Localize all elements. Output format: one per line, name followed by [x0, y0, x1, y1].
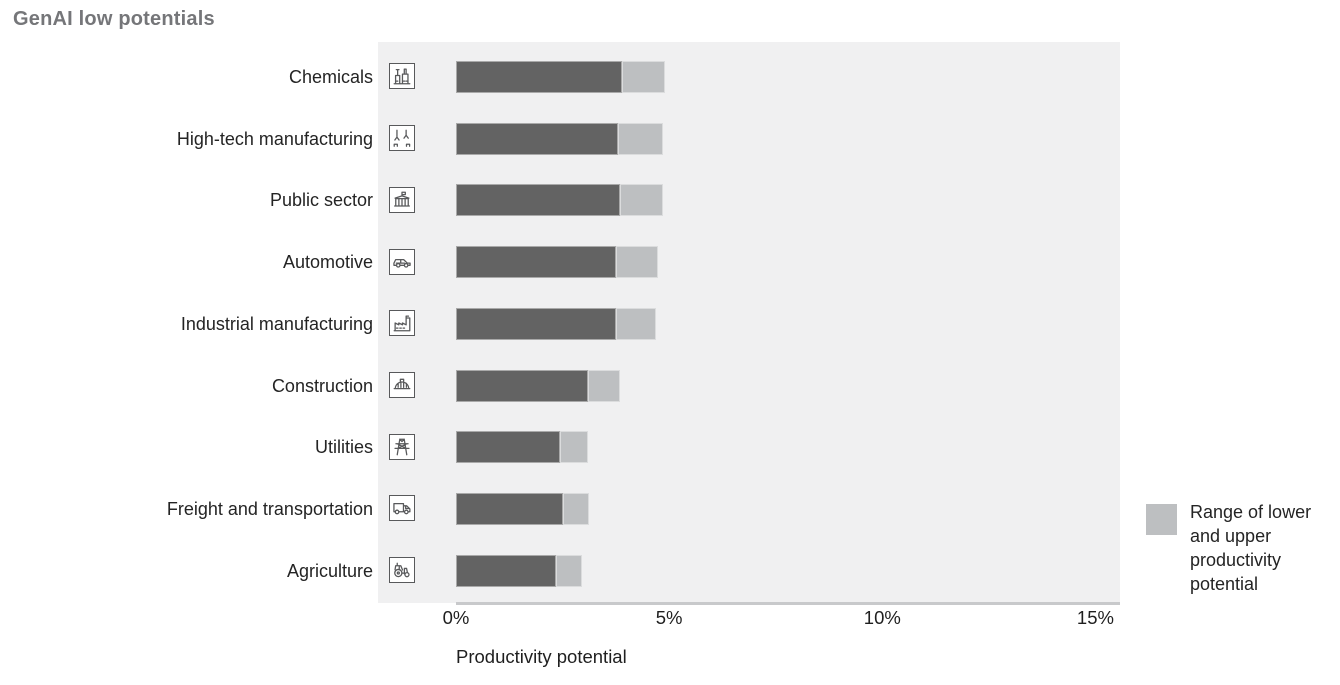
row-label-construction: Construction	[271, 375, 373, 396]
robotic-arms-icon	[389, 125, 415, 152]
bar-lower-public-sector	[456, 184, 621, 217]
bar-lower-chemicals	[456, 61, 623, 93]
legend-range-swatch	[1146, 504, 1177, 535]
bar-range-utilities	[560, 431, 589, 464]
tractor-icon	[389, 557, 415, 583]
chemicals-plant-icon	[389, 63, 415, 90]
x-tick-0: 0%	[442, 607, 470, 628]
bar-range-public-sector	[620, 184, 663, 217]
row-label-chemicals: Chemicals	[288, 67, 373, 87]
row-label-freight-and-transportation: Freight and transportation	[166, 498, 373, 519]
bar-range-industrial-manufacturing	[615, 307, 657, 340]
row-label-public-sector: Public sector	[269, 190, 373, 211]
bar-lower-agriculture	[456, 554, 557, 587]
legend: Range of lower and upper productivity po…	[1146, 502, 1324, 596]
government-building-icon	[389, 186, 415, 213]
row-label-industrial-manufacturing: Industrial manufacturing	[180, 313, 373, 334]
power-pylon-icon	[389, 433, 415, 460]
bar-lower-high-tech-manufacturing	[456, 122, 618, 155]
car-icon	[389, 248, 415, 275]
bar-lower-automotive	[456, 246, 616, 279]
bar-range-construction	[588, 369, 621, 402]
bar-lower-freight-and-transportation	[456, 492, 563, 525]
x-axis-line	[456, 602, 1120, 605]
x-tick-15: 15%	[1076, 607, 1114, 628]
bar-lower-utilities	[456, 431, 561, 464]
bar-lower-construction	[456, 369, 589, 402]
x-axis-title: Productivity potential	[456, 646, 627, 667]
factory-icon	[389, 310, 415, 337]
row-label-high-tech-manufacturing: High-tech manufacturing	[176, 128, 373, 149]
x-tick-5: 5%	[655, 607, 683, 628]
chart-title: GenAI low potentials	[13, 8, 215, 30]
bar-range-agriculture	[556, 554, 583, 587]
bar-range-freight-and-transportation	[562, 492, 589, 525]
row-label-agriculture: Agriculture	[286, 560, 373, 581]
bar-lower-industrial-manufacturing	[456, 307, 616, 340]
row-label-utilities: Utilities	[314, 437, 373, 458]
hard-hat-icon	[389, 371, 415, 398]
bar-range-high-tech-manufacturing	[617, 122, 663, 155]
truck-icon	[389, 495, 415, 522]
row-label-automotive: Automotive	[282, 252, 373, 273]
bar-range-automotive	[615, 246, 659, 279]
bar-range-chemicals	[622, 61, 665, 93]
x-tick-10: 10%	[863, 607, 901, 628]
legend-label: Range of lower and upper productivity po…	[1190, 502, 1312, 594]
